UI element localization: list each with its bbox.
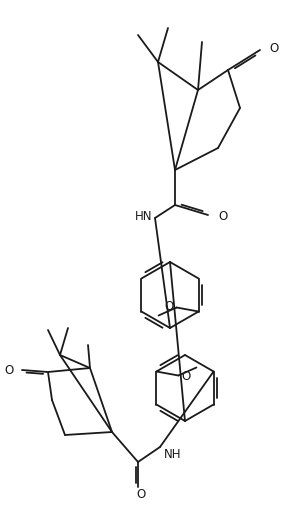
Text: O: O xyxy=(218,210,227,224)
Text: O: O xyxy=(181,370,191,383)
Text: O: O xyxy=(136,489,146,501)
Text: O: O xyxy=(5,364,14,376)
Text: O: O xyxy=(269,42,278,56)
Text: O: O xyxy=(164,300,173,313)
Text: HN: HN xyxy=(134,210,152,222)
Text: NH: NH xyxy=(164,449,181,461)
